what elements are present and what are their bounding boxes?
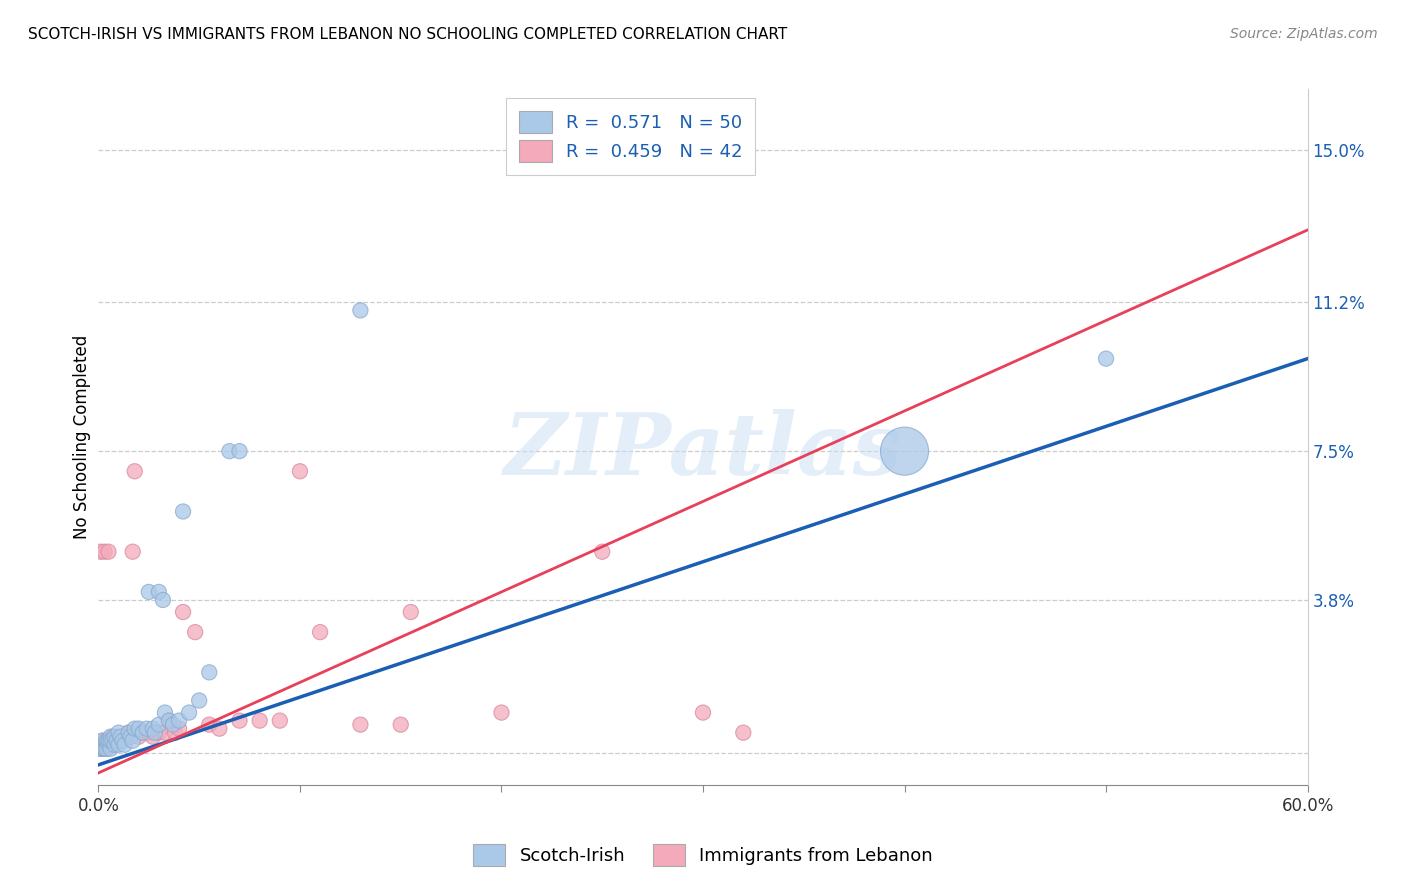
Point	[97, 544, 120, 558]
Point	[89, 738, 111, 752]
Point	[93, 738, 115, 752]
Point	[93, 738, 115, 752]
Point	[107, 733, 129, 747]
Point	[349, 717, 371, 731]
Point	[198, 717, 221, 731]
Point	[172, 504, 194, 518]
Point	[101, 733, 124, 747]
Point	[148, 725, 170, 739]
Point	[89, 741, 111, 756]
Point	[132, 725, 155, 739]
Point	[124, 464, 146, 478]
Point	[152, 593, 174, 607]
Point	[96, 733, 118, 747]
Point	[114, 738, 136, 752]
Point	[157, 714, 180, 728]
Point	[153, 725, 176, 739]
Point	[111, 733, 134, 747]
Point	[128, 730, 150, 744]
Point	[121, 733, 143, 747]
Point	[96, 741, 118, 756]
Point	[167, 722, 190, 736]
Legend: Scotch-Irish, Immigrants from Lebanon: Scotch-Irish, Immigrants from Lebanon	[465, 837, 941, 873]
Point	[591, 544, 613, 558]
Point	[105, 733, 128, 747]
Text: ZIPatlas: ZIPatlas	[503, 409, 903, 492]
Point	[100, 738, 122, 752]
Point	[132, 725, 155, 739]
Point	[167, 714, 190, 728]
Point	[389, 717, 412, 731]
Point	[309, 625, 332, 640]
Point	[118, 725, 141, 739]
Point	[138, 725, 160, 739]
Point	[107, 738, 129, 752]
Point	[101, 730, 124, 744]
Point	[399, 605, 422, 619]
Point	[733, 725, 755, 739]
Point	[157, 714, 180, 728]
Point	[93, 741, 115, 756]
Point	[148, 717, 170, 731]
Point	[218, 444, 240, 458]
Point	[100, 741, 122, 756]
Text: Source: ZipAtlas.com: Source: ZipAtlas.com	[1230, 27, 1378, 41]
Point	[89, 741, 111, 756]
Point	[110, 730, 132, 744]
Point	[91, 733, 114, 747]
Point	[179, 706, 201, 720]
Point	[93, 741, 115, 756]
Point	[349, 303, 371, 318]
Point	[111, 733, 134, 747]
Point	[162, 717, 184, 731]
Point	[198, 665, 221, 680]
Point	[120, 730, 142, 744]
Point	[893, 444, 915, 458]
Point	[100, 733, 122, 747]
Point	[491, 706, 513, 720]
Point	[97, 733, 120, 747]
Point	[143, 725, 166, 739]
Point	[269, 714, 291, 728]
Point	[128, 722, 150, 736]
Point	[228, 444, 250, 458]
Point	[97, 733, 120, 747]
Point	[228, 714, 250, 728]
Point	[103, 733, 125, 747]
Point	[135, 722, 157, 736]
Point	[103, 738, 125, 752]
Point	[138, 585, 160, 599]
Point	[692, 706, 714, 720]
Point	[208, 722, 231, 736]
Point	[91, 741, 114, 756]
Point	[249, 714, 271, 728]
Point	[91, 733, 114, 747]
Point	[1095, 351, 1118, 366]
Point	[163, 725, 186, 739]
Point	[124, 722, 146, 736]
Text: SCOTCH-IRISH VS IMMIGRANTS FROM LEBANON NO SCHOOLING COMPLETED CORRELATION CHART: SCOTCH-IRISH VS IMMIGRANTS FROM LEBANON …	[28, 27, 787, 42]
Point	[103, 730, 125, 744]
Point	[121, 544, 143, 558]
Point	[148, 585, 170, 599]
Point	[96, 738, 118, 752]
Point	[188, 693, 211, 707]
Point	[288, 464, 311, 478]
Point	[142, 730, 165, 744]
Point	[184, 625, 207, 640]
Point	[153, 706, 176, 720]
Y-axis label: No Schooling Completed: No Schooling Completed	[73, 335, 91, 539]
Point	[91, 741, 114, 756]
Point	[93, 544, 115, 558]
Point	[107, 725, 129, 739]
Point	[100, 730, 122, 744]
Point	[172, 605, 194, 619]
Point	[96, 741, 118, 756]
Point	[89, 544, 111, 558]
Point	[118, 725, 141, 739]
Point	[142, 722, 165, 736]
Point	[97, 738, 120, 752]
